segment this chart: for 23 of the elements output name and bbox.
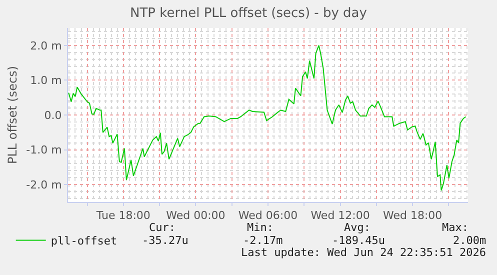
text: Avg: <box>344 221 370 234</box>
x-tick-label: Wed 00:00 <box>166 209 226 222</box>
text: -189.45u <box>332 234 385 247</box>
x-tick-label: Wed 06:00 <box>238 209 298 222</box>
text: Cur: <box>149 221 176 234</box>
y-tick-label: 0.0 <box>44 108 62 122</box>
chart-title: NTP kernel PLL offset (secs) - by day <box>130 6 368 21</box>
legend-label: pll-offset <box>50 234 118 248</box>
text: Min: <box>247 221 274 234</box>
x-tick-label: Wed 12:00 <box>310 209 370 222</box>
y-tick-label: -1.0 m <box>26 144 62 157</box>
text: Last update: Wed Jun 24 22:35:51 2026 <box>241 246 486 259</box>
text: -35.27u <box>142 234 188 247</box>
y-tick-label: 1.0 m <box>30 74 62 88</box>
y-axis-title: PLL offset (secs) <box>5 66 20 164</box>
text: -2.17m <box>243 234 284 247</box>
text: 2.00m <box>453 234 486 247</box>
text: Max: <box>442 221 468 234</box>
line-series <box>68 44 466 192</box>
y-tick-label: -2.0 m <box>26 178 62 192</box>
x-tick-label: Tue 18:00 <box>95 209 150 222</box>
x-tick-label: Wed 18:00 <box>382 209 442 222</box>
y-tick-label: 2.0 m <box>30 39 62 52</box>
